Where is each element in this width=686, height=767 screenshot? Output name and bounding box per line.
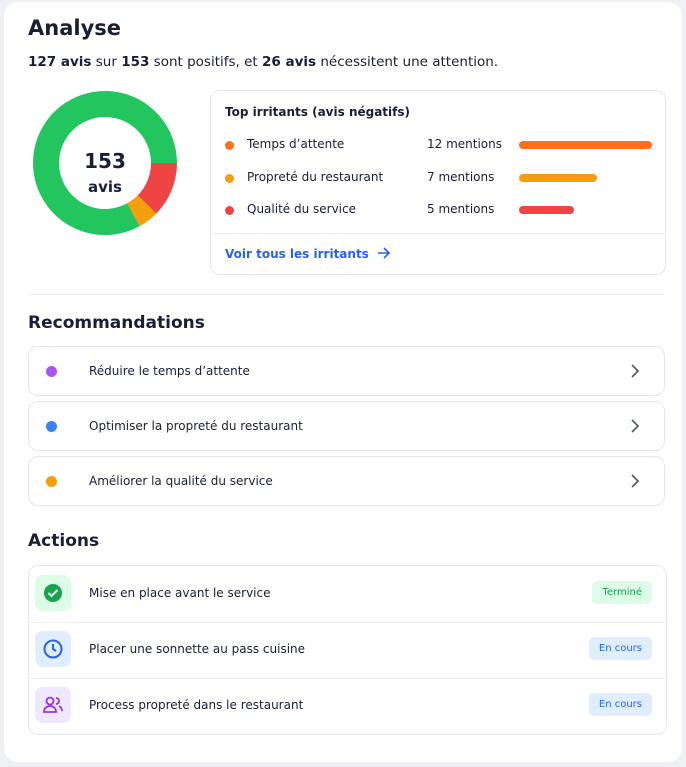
clock-icon (35, 631, 71, 667)
irritants-panel: Top irritants (avis négatifs) Temps d’at… (210, 90, 666, 275)
irritant-count: 12 mentions (427, 137, 502, 151)
irritants-link[interactable]: Voir tous les irritants (225, 247, 391, 261)
recommendation-row[interactable]: Optimiser la propreté du restaurant (28, 401, 665, 451)
donut-segment (126, 195, 157, 227)
chevron-icon (631, 419, 640, 433)
chevron-path (631, 364, 640, 378)
irritant-bar (519, 141, 652, 149)
status-badge: Terminé (592, 581, 652, 604)
irritant-label: Qualité du service (247, 202, 356, 216)
recommendation-dot (46, 476, 57, 487)
chevron-path (631, 474, 640, 488)
summary-part: nécessitent une attention. (316, 54, 499, 70)
done-icon (35, 575, 71, 611)
irritant-dot (225, 141, 234, 150)
irritant-bar (519, 206, 575, 214)
summary-part: 153 (121, 54, 150, 70)
divider (211, 233, 665, 234)
card: Analyse 127 avis sur 153 sont positifs, … (4, 2, 682, 762)
irritant-count: 7 mentions (427, 169, 495, 184)
summary-part: 26 avis (262, 54, 317, 70)
recommendation-dot (46, 421, 57, 432)
irritant-bar (519, 173, 597, 182)
action-label: Placer une sonnette au pass cuisine (89, 642, 306, 656)
irritant-dot (225, 173, 234, 183)
chevron-icon (631, 364, 640, 378)
row-divider (29, 678, 666, 679)
users-icon (35, 687, 71, 723)
actions-list: Mise en place avant le service Terminé Pla… (28, 565, 667, 735)
irritant-label: Temps d’attente (247, 137, 345, 151)
row-divider (29, 622, 666, 623)
donut-segment (137, 162, 177, 214)
title: Analyse (28, 16, 122, 40)
separator (28, 294, 665, 295)
recommendation-dot (46, 366, 57, 377)
donut-segment (33, 91, 177, 235)
donut-center-label: avis (88, 178, 122, 196)
recommendation-row[interactable]: Améliorer la qualité du service (28, 456, 665, 506)
recommendation-label: Réduire le temps d’attente (89, 364, 250, 378)
recommendation-label: Améliorer la qualité du service (89, 474, 273, 488)
chevron-path (631, 419, 640, 433)
irritants-link-text[interactable]: Voir tous les irritants (225, 247, 369, 261)
irritant-dot (225, 206, 234, 215)
summary-part: sont positifs, et (149, 54, 263, 70)
irritant-count: 5 mentions (427, 202, 495, 216)
summary-part: 127 avis (28, 54, 92, 70)
irritants-title: Top irritants (avis négatifs) (225, 105, 411, 119)
chevron-icon (631, 474, 640, 488)
status-badge: En cours (588, 637, 652, 660)
donut-center-value: 153 (84, 149, 126, 173)
arrow-icon (378, 247, 391, 259)
action-label: Process propreté dans le restaurant (89, 698, 304, 712)
irritant-label: Propreté du restaurant (247, 169, 384, 184)
summary-part: sur (91, 54, 122, 70)
recommendations-title: Recommandations (28, 313, 205, 333)
status-badge: En cours (588, 693, 652, 716)
recommendation-row[interactable]: Réduire le temps d’attente (28, 346, 665, 396)
recommendation-label: Optimiser la propreté du restaurant (89, 419, 303, 433)
action-label: Mise en place avant le service (89, 586, 271, 600)
summary: 127 avis sur 153 sont positifs, et 26 av… (28, 54, 498, 70)
donut-chart: 153 avis (33, 91, 177, 235)
actions-title: Actions (28, 531, 100, 551)
